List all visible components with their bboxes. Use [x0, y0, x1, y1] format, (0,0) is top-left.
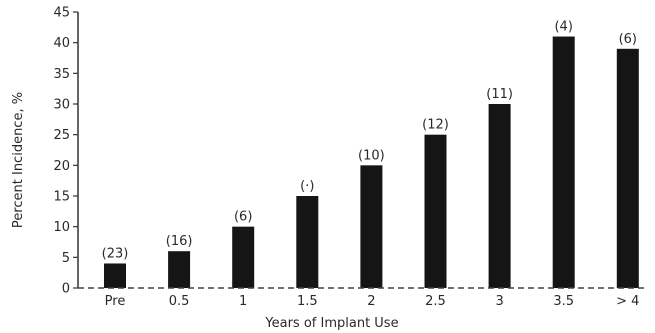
bar [616, 48, 639, 288]
y-tick-label: 5 [62, 251, 70, 266]
x-axis-title: Years of Implant Use [264, 316, 398, 331]
bar-count-label: (10) [358, 148, 385, 163]
bars: (23) (16) (6) (·) (10) (12) (11) (4) (6) [102, 20, 639, 289]
bar [488, 104, 511, 288]
x-tick-label: 1 [239, 294, 247, 309]
y-tick-label: 0 [62, 282, 70, 297]
bar [104, 263, 126, 288]
y-tick-label: 25 [53, 128, 70, 143]
y-tick-label: 15 [53, 190, 70, 205]
bar-count-label: (·) [300, 179, 314, 194]
bar [424, 134, 447, 288]
bar-count-label: (6) [234, 210, 252, 225]
y-axis: 0 5 10 15 20 25 30 35 40 45 [53, 6, 79, 297]
x-tick-label: 0.5 [169, 294, 190, 309]
y-tick-label: 35 [53, 67, 70, 82]
y-tick-label: 30 [53, 98, 70, 113]
x-tick-label: Pre [105, 294, 126, 309]
bar-count-label: (4) [554, 20, 572, 35]
bar [296, 196, 319, 288]
x-tick-label: 3 [495, 294, 503, 309]
bar [552, 36, 575, 289]
bar-count-label: (6) [619, 32, 637, 47]
x-tick-label: > 4 [616, 294, 639, 309]
y-tick-label: 20 [53, 159, 70, 174]
y-tick-label: 45 [53, 6, 70, 21]
bar-count-label: (11) [486, 87, 513, 102]
y-tick-label: 10 [53, 220, 70, 235]
bar [360, 165, 383, 288]
bar-count-label: (12) [422, 118, 449, 133]
y-axis-title: Percent Incidence, % [11, 92, 26, 228]
y-tick-label: 40 [53, 36, 70, 51]
x-tick-label: 3.5 [553, 294, 574, 309]
bar [232, 226, 255, 288]
bar-count-label: (16) [166, 234, 193, 249]
bar-count-label: (23) [102, 246, 129, 261]
x-tick-label: 2 [367, 294, 375, 309]
x-axis: Pre 0.5 1 1.5 2 2.5 3 3.5 > 4 [78, 287, 645, 309]
x-tick-label: 2.5 [425, 294, 446, 309]
bar [168, 251, 191, 288]
x-tick-label: 1.5 [297, 294, 318, 309]
